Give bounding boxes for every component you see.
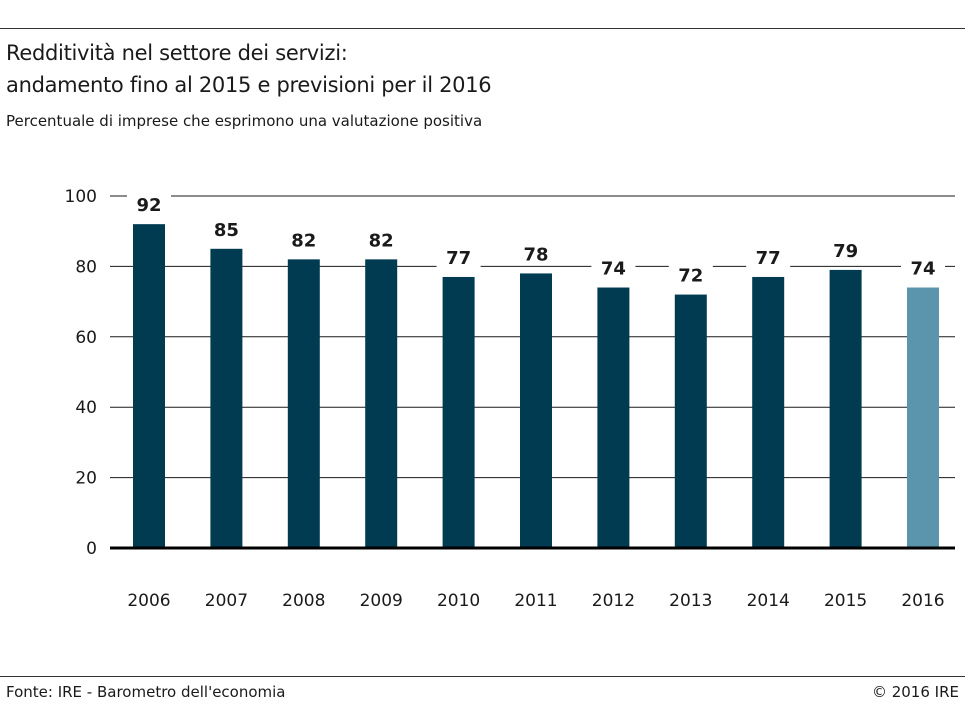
x-tick-label: 2013 [669,591,712,611]
x-tick-label: 2006 [127,591,170,611]
bar [442,276,475,548]
chart-title-line-1: Redditività nel settore dei servizi: [6,41,348,65]
source-note: Fonte: IRE - Barometro dell'economia [6,683,286,701]
y-tick-label: 20 [75,469,97,489]
data-labels: 92 85 82 82 77 78 74 72 77 79 74 [127,190,945,287]
top-rule [0,28,965,29]
y-tick-label: 100 [65,187,97,207]
x-tick-label: 2010 [437,591,480,611]
bar [597,287,630,548]
data-label-background [281,225,326,252]
x-tick-label: 2014 [747,591,790,611]
data-label: 85 [214,220,239,241]
bar [829,269,862,548]
bar [674,294,707,548]
data-label-background [359,225,404,252]
bar [520,273,552,548]
bar [907,287,939,548]
x-tick-label: 2012 [592,591,635,611]
bar [752,276,785,548]
data-label: 72 [678,266,703,287]
chart-subtitle: Percentuale di imprese che esprimono una… [6,112,483,130]
data-label-background [204,214,249,241]
chart-title: Redditività nel settore dei servizi: and… [6,37,492,101]
data-label: 79 [833,241,858,262]
data-label: 82 [369,230,394,251]
data-label-background [591,253,636,280]
data-label-background [823,235,868,262]
data-label: 74 [910,259,935,280]
data-label: 92 [136,195,161,216]
data-label-background [514,239,558,266]
x-tick-label: 2015 [824,591,867,611]
y-axis-ticks: 0 20 40 60 80 100 [65,187,97,559]
bar [133,224,165,548]
x-tick-label: 2007 [205,591,248,611]
data-label: 77 [446,248,471,269]
data-label: 82 [291,230,316,251]
data-label-background [436,242,481,269]
y-tick-label: 40 [75,398,97,418]
bars [133,224,939,549]
x-axis-ticks: 2006 2007 2008 2009 2010 2011 2012 2013 2014 2015… [127,591,944,611]
y-tick-label: 60 [75,328,97,348]
data-label-background [668,260,713,287]
data-label: 74 [601,259,626,280]
data-label-background [901,253,945,280]
data-label-background [746,242,791,269]
y-tick-label: 80 [75,257,97,277]
bar [210,248,243,549]
x-tick-label: 2016 [901,591,944,611]
bottom-rule [0,676,965,677]
chart-title-line-2: andamento fino al 2015 e previsioni per … [6,73,492,97]
x-tick-label: 2009 [360,591,403,611]
x-tick-label: 2008 [282,591,325,611]
data-label-background [127,190,171,217]
data-label: 78 [523,244,548,265]
copyright-note: © 2016 IRE [871,683,959,701]
data-label: 77 [756,248,781,269]
y-tick-label: 0 [86,539,97,559]
bar-chart: 0 20 40 60 80 100 92 85 82 82 77 78 74 72 77 79 74 2006… [65,187,955,611]
bar [287,259,320,548]
x-tick-label: 2011 [514,591,557,611]
bar [365,259,398,548]
